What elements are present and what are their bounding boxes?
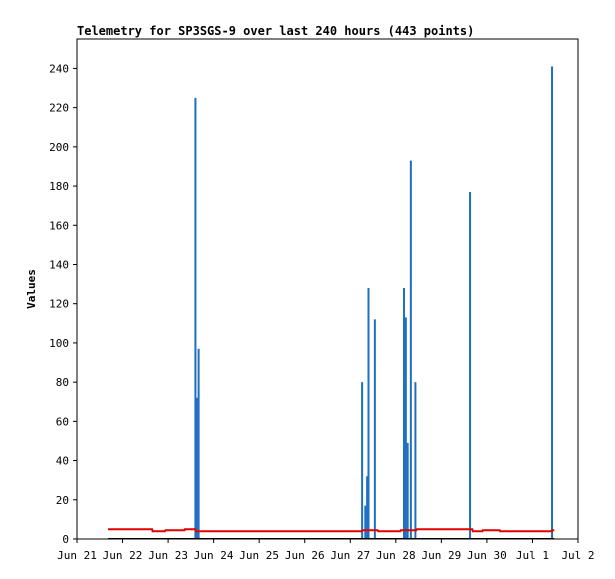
y-tick-label: 120: [49, 298, 69, 311]
x-tick-label: Jun 25: [239, 549, 279, 562]
telemetry-bar: [366, 476, 369, 539]
telemetry-bar: [367, 288, 370, 539]
chart-title: Telemetry for SP3SGS-9 over last 240 hou…: [77, 24, 474, 38]
telemetry-bar: [406, 442, 409, 539]
telemetry-bar: [403, 288, 406, 539]
x-tick-label: Jun 28: [376, 549, 416, 562]
y-tick-label: 0: [62, 533, 69, 546]
y-tick-label: 20: [56, 494, 69, 507]
y-tick-label: 220: [49, 102, 69, 115]
telemetry-bar: [197, 348, 200, 539]
telemetry-bar: [469, 191, 472, 540]
telemetry-line: [108, 528, 555, 533]
x-tick-label: Jul 2: [561, 549, 594, 562]
x-tick-label: Jun 30: [467, 549, 507, 562]
x-tick-label: Jun 26: [285, 549, 325, 562]
x-tick-label: Jul 1: [516, 549, 549, 562]
y-axis: 0 20 40 60 80 100 120 140 160 180 200 220 240: [49, 62, 77, 546]
telemetry-bar: [194, 97, 197, 539]
y-tick-label: 60: [56, 415, 69, 428]
y-tick-label: 240: [49, 62, 69, 75]
y-tick-label: 180: [49, 180, 69, 193]
x-tick-label: Jun 21: [57, 549, 97, 562]
y-tick-label: 80: [56, 376, 69, 389]
x-tick-label: Jun 29: [421, 549, 461, 562]
plot-area-frame: [76, 38, 579, 540]
bar-series: [194, 66, 554, 540]
y-tick-label: 200: [49, 141, 69, 154]
telemetry-bar: [361, 382, 364, 539]
x-tick-label: Jun 22: [103, 549, 143, 562]
telemetry-bar: [409, 160, 412, 539]
y-axis-title: Values: [25, 269, 38, 309]
x-tick-label: Jun 23: [148, 549, 188, 562]
line-series: [107, 528, 555, 539]
y-tick-label: 100: [49, 337, 69, 350]
x-tick-label: Jun 24: [194, 549, 234, 562]
telemetry-bar: [195, 397, 198, 539]
telemetry-bar: [404, 317, 407, 539]
y-tick-label: 160: [49, 219, 69, 232]
x-axis: Jun 21 Jun 22 Jun 23 Jun 24 Jun 25 Jun 26 Jun …: [57, 539, 595, 562]
telemetry-bar: [414, 382, 417, 539]
x-tick-label: Jun 27: [330, 549, 370, 562]
telemetry-bar: [364, 505, 367, 539]
y-tick-label: 40: [56, 455, 69, 468]
telemetry-bar: [551, 66, 554, 539]
y-tick-label: 140: [49, 258, 69, 271]
telemetry-bar: [373, 319, 376, 539]
